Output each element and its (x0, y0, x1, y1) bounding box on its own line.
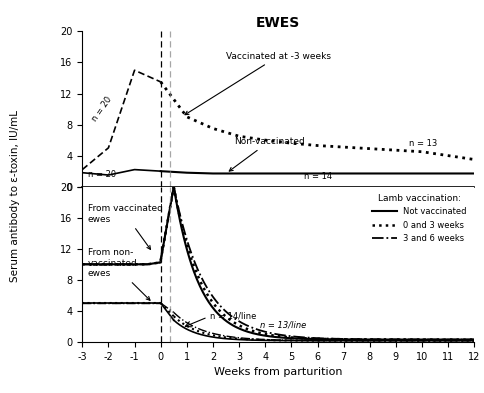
Text: LAMBS: LAMBS (251, 199, 305, 213)
Text: n = 20: n = 20 (88, 170, 116, 179)
Legend: Not vaccinated, 0 and 3 weeks, 3 and 6 weeks: Not vaccinated, 0 and 3 weeks, 3 and 6 w… (368, 191, 470, 246)
Text: n = 13: n = 13 (409, 139, 437, 148)
Title: EWES: EWES (256, 16, 301, 30)
Text: n = 14: n = 14 (304, 172, 333, 181)
Text: Vaccinated at -3 weeks: Vaccinated at -3 weeks (185, 51, 331, 115)
Text: From vaccinated
ewes: From vaccinated ewes (88, 204, 163, 250)
Text: From non-
vaccinated
ewes: From non- vaccinated ewes (88, 248, 150, 300)
Text: Serum antibody to ε-toxin, IU/mL: Serum antibody to ε-toxin, IU/mL (10, 110, 19, 283)
X-axis label: Weeks from parturition: Weeks from parturition (214, 367, 343, 377)
Text: n = 20: n = 20 (90, 94, 114, 123)
Text: Non-vaccinated: Non-vaccinated (229, 137, 304, 171)
Text: n = 13/line: n = 13/line (260, 321, 306, 330)
Text: n = 14/line: n = 14/line (211, 312, 257, 321)
